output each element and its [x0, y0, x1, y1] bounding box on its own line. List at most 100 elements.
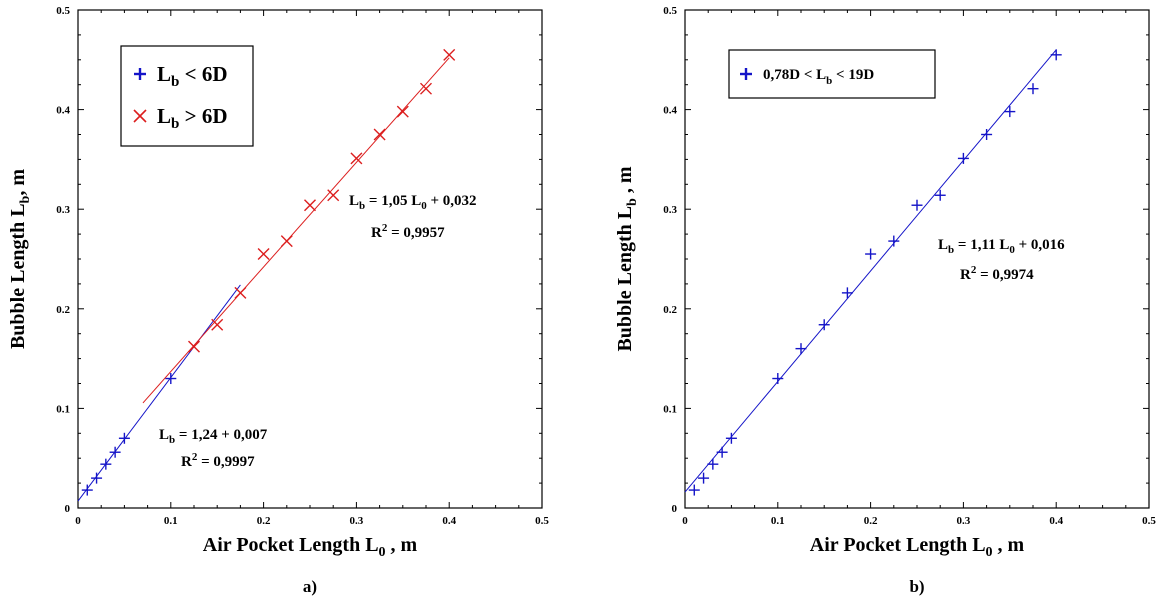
data-point	[165, 373, 177, 385]
data-point	[865, 248, 877, 260]
x-tick-label: 0.4	[1049, 515, 1063, 527]
data-point	[688, 484, 700, 496]
legend-box	[728, 49, 936, 99]
marker-stroke	[188, 340, 200, 353]
text-part: L	[159, 427, 169, 443]
data-point	[118, 432, 130, 444]
text-part: Bubble Length L	[614, 206, 636, 352]
text-part: < 6D	[179, 62, 227, 86]
text-part: Air Pocket Length L	[810, 534, 986, 556]
panel-label: b)	[909, 577, 924, 596]
data-point	[1050, 49, 1062, 61]
fit-r-squared: R2 = 0,9974	[960, 264, 1034, 283]
data-point	[211, 318, 224, 331]
legend: 0,78D < Lb < 19D	[728, 49, 936, 99]
text-part: = 1,11 L	[954, 237, 1009, 253]
text-part: b	[948, 244, 954, 256]
legend-label: Lb > 6D	[157, 104, 228, 132]
text-part: 0	[986, 545, 993, 560]
y-tick-label: 0.2	[56, 304, 70, 316]
fit-r-squared: R2 = 0,9957	[371, 222, 445, 241]
text-part: 0	[421, 200, 427, 212]
marker-stroke	[350, 152, 363, 165]
data-point	[109, 446, 121, 458]
text-part: Air Pocket Length L	[203, 534, 379, 556]
text-part: b	[359, 200, 365, 212]
marker-stroke	[327, 189, 340, 202]
text-part: , m	[386, 534, 418, 556]
data-point	[188, 340, 200, 353]
data-point	[1004, 106, 1016, 118]
y-tick-label: 0.5	[663, 5, 677, 17]
data-point	[795, 343, 807, 355]
text-part: 2	[971, 264, 977, 276]
text-part: b	[625, 198, 640, 206]
chart-panel-b: 0 0.1 0.2 0.3 0.4 0.5 0 0.1 0.2 0.3 0.4 0.5 Air Pock…	[614, 5, 1156, 596]
data-point	[818, 319, 830, 331]
text-part: > 6D	[179, 104, 227, 128]
legend-label: Lb < 6D	[157, 62, 228, 90]
y-tick-label: 0.1	[56, 403, 70, 415]
data-point	[100, 458, 112, 470]
marker-stroke	[396, 105, 409, 118]
text-part: + 0,016	[1015, 237, 1065, 253]
text-part: = 1,05 L	[365, 193, 421, 209]
data-point	[443, 48, 456, 61]
data-point	[280, 235, 293, 248]
y-axis-label: Bubble Length Lb, m	[7, 169, 33, 349]
data-point	[981, 129, 993, 140]
y-tick-label: 0.2	[663, 304, 677, 316]
text-part: < 19D	[832, 67, 874, 83]
fit-line	[684, 49, 1057, 493]
marker-stroke	[257, 248, 270, 261]
marker-stroke	[420, 82, 432, 95]
text-part: 0,78D < L	[763, 67, 826, 83]
data-point	[257, 248, 270, 261]
x-tick-label: 0.2	[257, 515, 271, 527]
marker-stroke	[280, 235, 293, 248]
y-tick-label: 0.3	[56, 204, 70, 216]
y-tick-label: 0.5	[56, 5, 70, 17]
data-point	[420, 82, 432, 95]
data-point	[725, 432, 737, 444]
y-axis-label: Bubble Length Lb , m	[614, 166, 640, 351]
data-point	[911, 199, 923, 211]
text-part: Bubble Length L	[7, 203, 29, 349]
y-tick-label: 0.4	[56, 105, 70, 117]
text-part: b	[171, 74, 179, 90]
data-point	[707, 458, 719, 470]
text-part: = 0,9974	[976, 267, 1034, 283]
text-part: 0	[379, 545, 386, 560]
text-part: R	[960, 267, 971, 283]
data-point	[841, 287, 853, 299]
text-part: , m	[7, 169, 29, 196]
y-tick-label: 0.1	[663, 403, 677, 415]
legend-marker	[133, 109, 147, 123]
x-tick-label: 0.2	[864, 515, 878, 527]
text-part: , m	[993, 534, 1025, 556]
chart-panel-a: 0 0.1 0.2 0.3 0.4 0.5 0 0.1 0.2 0.3 0.4 0.5 Air Pock…	[7, 5, 549, 596]
fit-equation: Lb = 1,24 + 0,007	[159, 427, 268, 446]
y-tick-label: 0.3	[663, 204, 677, 216]
x-tick-label: 0	[682, 515, 688, 527]
data-point	[373, 128, 386, 141]
x-tick-label: 0.4	[442, 515, 456, 527]
fit-equation: Lb = 1,05 L0 + 0,032	[349, 193, 477, 212]
data-point	[396, 105, 409, 118]
text-part: b	[826, 75, 832, 87]
data-point	[934, 189, 946, 201]
marker-stroke	[373, 128, 386, 141]
text-part: = 1,24 + 0,007	[175, 427, 268, 443]
x-tick-label: 0	[75, 515, 81, 527]
data-point	[91, 472, 103, 484]
data-point	[327, 189, 340, 202]
data-point	[350, 152, 363, 165]
data-point	[772, 373, 784, 385]
text-part: 2	[382, 222, 388, 234]
y-tick-label: 0	[65, 503, 71, 515]
data-point	[698, 472, 710, 484]
text-part: L	[157, 104, 171, 128]
data-point	[888, 235, 900, 247]
legend-box	[120, 45, 254, 147]
x-tick-label: 0.3	[957, 515, 971, 527]
